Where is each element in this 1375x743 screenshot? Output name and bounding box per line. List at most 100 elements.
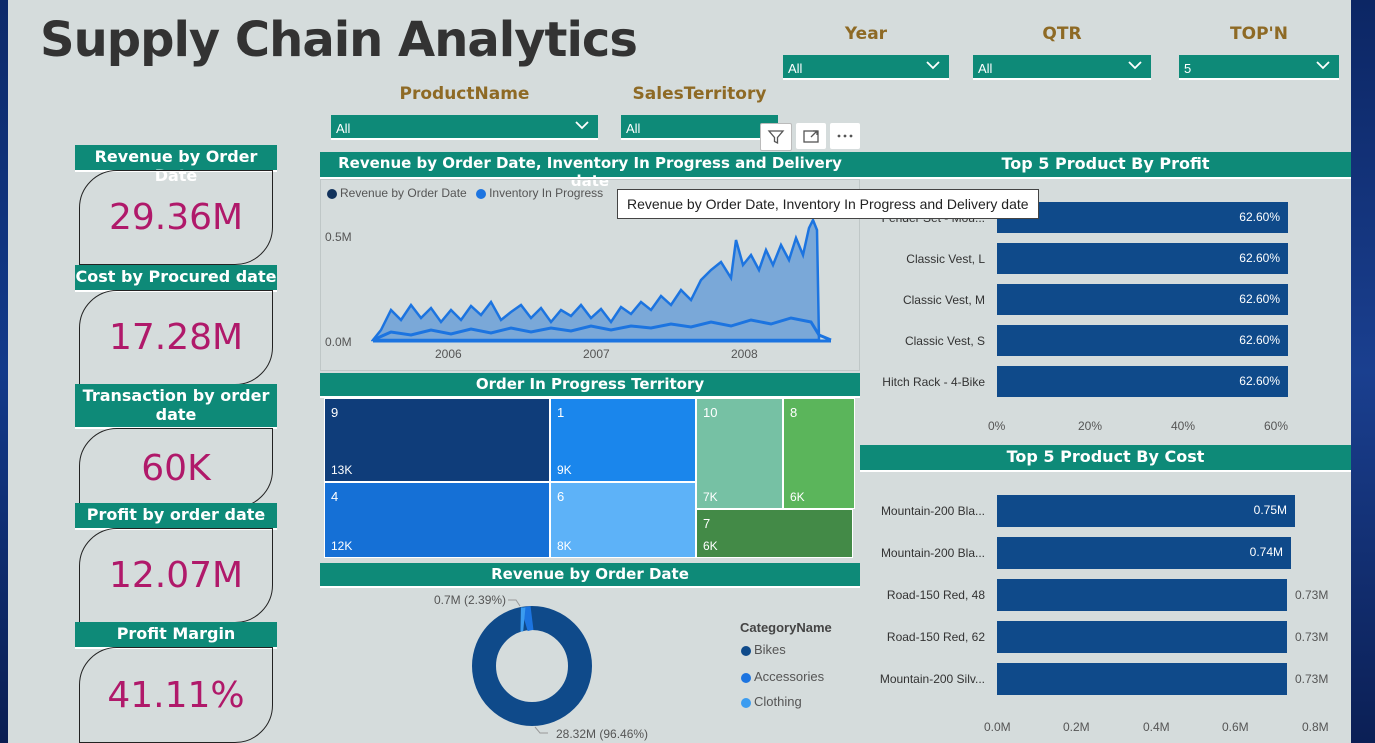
product-slicer[interactable]: All (331, 115, 598, 140)
bar[interactable]: 62.60% (997, 243, 1288, 274)
bar-data-label: 0.73M (1295, 672, 1329, 686)
right-edge-decoration (1351, 0, 1375, 743)
x-tick: 0.2M (1063, 720, 1090, 734)
x-tick: 0.6M (1222, 720, 1249, 734)
kpi-profit-header: Profit by order date (75, 503, 277, 530)
bar-category-label: Classic Vest, M (902, 293, 985, 307)
bar[interactable]: 62.60% (997, 284, 1288, 315)
chevron-down-icon (575, 121, 589, 130)
bar-category-label: Classic Vest, S (904, 334, 985, 348)
bar-category-label: Hitch Rack - 4-Bike (882, 375, 985, 389)
x-tick: 2008 (731, 347, 758, 361)
donut-label-large: 28.32M (96.46%) (556, 727, 649, 741)
bar-category-label: Mountain-200 Bla... (880, 546, 985, 560)
bar-category-label: Mountain-200 Bla... (880, 504, 985, 518)
treemap[interactable]: 9 13K 1 9K 10 7K 8 6K 4 12K 6 8K 7 6K (324, 398, 855, 558)
cost-bar-title: Top 5 Product By Cost (860, 445, 1351, 472)
more-options-icon[interactable] (830, 123, 860, 149)
legend-inventory-dot (476, 188, 487, 199)
treemap-cell[interactable]: 6 8K (550, 482, 696, 558)
kpi-transaction-card: 60K (79, 428, 273, 508)
line-chart[interactable]: Revenue by Order Date Inventory In Progr… (320, 179, 860, 371)
donut-legend-item: Accessories (741, 669, 824, 684)
kpi-cost-card: 17.28M (79, 290, 273, 385)
legend-revenue-dot (327, 188, 337, 199)
qtr-slicer-label: QTR (1042, 24, 1082, 44)
bar-data-label: 62.60% (1239, 210, 1280, 224)
donut-legend-title: CategoryName (740, 620, 832, 635)
cost-bar-chart[interactable]: Mountain-200 Bla... 0.75M Mountain-200 Bla… (860, 472, 1351, 743)
bar[interactable]: 62.60% (997, 366, 1288, 397)
year-slicer[interactable]: All (783, 55, 949, 80)
page-title: Supply Chain Analytics (40, 12, 638, 68)
territory-slicer-label: SalesTerritory (632, 84, 767, 104)
focus-mode-icon[interactable] (796, 123, 826, 149)
chart-tooltip: Revenue by Order Date, Inventory In Prog… (617, 189, 1039, 219)
x-tick: 0% (988, 419, 1006, 433)
kpi-transaction-header: Transaction by order date (75, 384, 277, 429)
treemap-cell[interactable]: 7 6K (696, 509, 853, 558)
territory-slicer-value: All (626, 121, 641, 136)
bar-data-label: 0.73M (1295, 630, 1329, 644)
y-tick: 0.5M (325, 230, 352, 244)
donut-legend-item: Clothing (741, 694, 802, 709)
x-tick: 60% (1264, 419, 1289, 433)
bar-category-label: Road-150 Red, 48 (886, 588, 985, 602)
kpi-cost-header: Cost by Procured date (75, 265, 277, 292)
bar-data-label: 62.60% (1239, 292, 1280, 306)
qtr-slicer[interactable]: All (973, 55, 1151, 80)
line-chart-plot (371, 216, 832, 343)
y-tick: 0.0M (325, 335, 352, 349)
profit-bar-chart[interactable]: Fender Set - Mou...62.60%Classic Vest, L… (860, 179, 1351, 439)
treemap-cell[interactable]: 4 12K (324, 482, 550, 558)
product-slicer-label: ProductName (399, 84, 530, 104)
bar[interactable] (997, 579, 1287, 611)
kpi-margin-header: Profit Margin (75, 622, 277, 649)
x-tick: 0.0M (984, 720, 1011, 734)
treemap-cell[interactable]: 1 9K (550, 398, 696, 482)
line-chart-legend: Revenue by Order Date Inventory In Progr… (327, 186, 603, 200)
bar[interactable]: 62.60% (997, 202, 1288, 233)
filter-icon[interactable] (760, 123, 792, 151)
treemap-cell[interactable]: 10 7K (696, 398, 783, 509)
x-tick: 20% (1078, 419, 1103, 433)
donut-slice-bikes (472, 606, 592, 726)
treemap-cell[interactable]: 8 6K (783, 398, 855, 509)
treemap-title: Order In Progress Territory (320, 373, 860, 398)
bar-data-label: 62.60% (1239, 333, 1280, 347)
donut-legend-item: Bikes (741, 642, 786, 657)
bar[interactable]: 0.75M (997, 495, 1295, 527)
bar-data-label: 62.60% (1239, 374, 1280, 388)
kpi-revenue-card: 29.36M (79, 170, 273, 265)
chevron-down-icon (1128, 61, 1142, 70)
topn-slicer[interactable]: 5 (1179, 55, 1339, 80)
bar[interactable] (997, 621, 1287, 653)
bar-data-label: 0.73M (1295, 588, 1329, 602)
bar-data-label: 0.75M (1253, 503, 1287, 517)
x-tick: 40% (1171, 419, 1196, 433)
bar[interactable]: 62.60% (997, 325, 1288, 356)
year-slicer-value: All (788, 61, 803, 76)
legend-revenue-label: Revenue by Order Date (340, 186, 467, 200)
bar[interactable]: 0.74M (997, 537, 1291, 569)
chevron-down-icon (1316, 61, 1330, 70)
donut-label-small: 0.7M (2.39%) (434, 593, 507, 607)
donut-title: Revenue by Order Date (320, 563, 860, 588)
bar-category-label: Classic Vest, L (906, 252, 985, 266)
donut-slice-accessories (520, 606, 534, 632)
treemap-cell[interactable]: 9 13K (324, 398, 550, 482)
kpi-revenue-header: Revenue by Order Date (75, 145, 277, 185)
legend-inventory-label: Inventory In Progress (489, 186, 604, 200)
bar-data-label: 62.60% (1239, 251, 1280, 265)
year-slicer-label: Year (844, 24, 888, 44)
profit-bar-title: Top 5 Product By Profit (860, 152, 1351, 179)
territory-slicer[interactable]: All (621, 115, 778, 140)
kpi-profit-card: 12.07M (79, 528, 273, 623)
topn-slicer-value: 5 (1184, 61, 1192, 76)
bar[interactable] (997, 663, 1287, 695)
chevron-down-icon (926, 61, 940, 70)
x-tick: 2007 (583, 347, 610, 361)
x-tick: 0.8M (1302, 720, 1329, 734)
donut-chart[interactable] (420, 590, 660, 743)
bar-data-label: 0.74M (1249, 545, 1283, 559)
